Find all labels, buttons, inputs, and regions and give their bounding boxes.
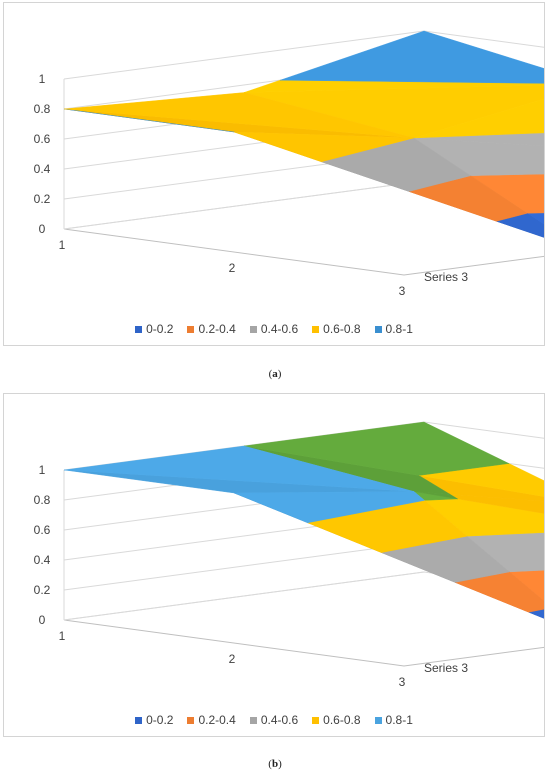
surface-band-3 [233,131,415,163]
legend-label: 0.4-0.6 [260,713,299,727]
z-tick-label: 0.8 [34,493,51,507]
legend-label: 0.4-0.6 [260,322,299,336]
legend-swatch [249,716,257,724]
legend-swatch [187,325,195,333]
category-label: 1 [59,629,66,643]
caption-b: (b) [268,758,282,770]
caption-a: (a) [268,368,282,380]
legend-item: 0-0.2 [135,712,173,728]
legend-label: 0-0.2 [146,322,174,336]
surface-band-3 [63,92,415,139]
z-tick-label: 0.6 [34,132,51,146]
floor-axis [63,619,544,667]
floor-edge [63,180,425,230]
floor-axis [63,228,544,276]
z-tick-label: 0.4 [34,553,51,567]
surface-band-4 [243,421,510,476]
legend-label: 0.8-1 [385,713,413,727]
legend-item: 0.2-0.4 [187,712,236,728]
category-label: 2 [229,261,236,275]
category-label: 3 [399,284,406,298]
legend-label: 0.2-0.4 [198,713,236,727]
legend-swatch [135,716,143,724]
legend-item: 0.8-1 [374,321,413,337]
legend-item: 0.4-0.6 [249,321,299,337]
z-tick-label: 0.6 [34,523,51,537]
legend-item: 0-0.2 [135,321,173,337]
legend-swatch [187,716,195,724]
legend-label: 0.6-0.8 [323,713,361,727]
series-label: Series 3 [424,661,468,675]
legend-item: 0.8-1 [374,712,413,728]
legend-swatch [374,716,382,724]
z-tick-label: 0.2 [34,192,51,206]
legend-swatch [374,325,382,333]
surface-band-2 [413,132,544,147]
surface-band-4 [413,491,458,500]
floor-edge [63,571,425,621]
legend-item: 0.2-0.4 [187,321,236,337]
chart-b-legend: 0-0.2 0.2-0.4 0.4-0.6 0.6-0.8 0.8-1 [4,712,544,728]
category-label: 2 [229,652,236,666]
legend-item: 0.6-0.8 [312,321,361,337]
surface-band-4 [279,30,544,84]
legend-label: 0.6-0.8 [323,322,361,336]
category-label: 1 [59,238,66,252]
legend-label: 0.2-0.4 [198,322,236,336]
z-tick-label: 1 [39,72,46,86]
surface-band-3 [413,98,544,139]
z-tick-label: 0 [39,222,46,236]
legend-item: 0.6-0.8 [312,712,361,728]
legend-item: 0.4-0.6 [249,712,299,728]
z-tick-label: 0.4 [34,162,51,176]
chart-a-legend: 0-0.2 0.2-0.4 0.4-0.6 0.6-0.8 0.8-1 [4,321,544,337]
legend-swatch [135,325,143,333]
z-tick-label: 0.8 [34,102,51,116]
z-tick-label: 1 [39,463,46,477]
legend-swatch [312,325,320,333]
z-tick-label: 0.2 [34,583,51,597]
surface-band-4 [63,445,415,492]
z-tick-label: 0 [39,613,46,627]
legend-swatch [312,716,320,724]
surface-band-4 [233,491,426,524]
legend-label: 0.8-1 [385,322,413,336]
legend-swatch [249,325,257,333]
category-label: 3 [399,675,406,689]
legend-label: 0-0.2 [146,713,174,727]
series-label: Series 3 [424,270,468,284]
